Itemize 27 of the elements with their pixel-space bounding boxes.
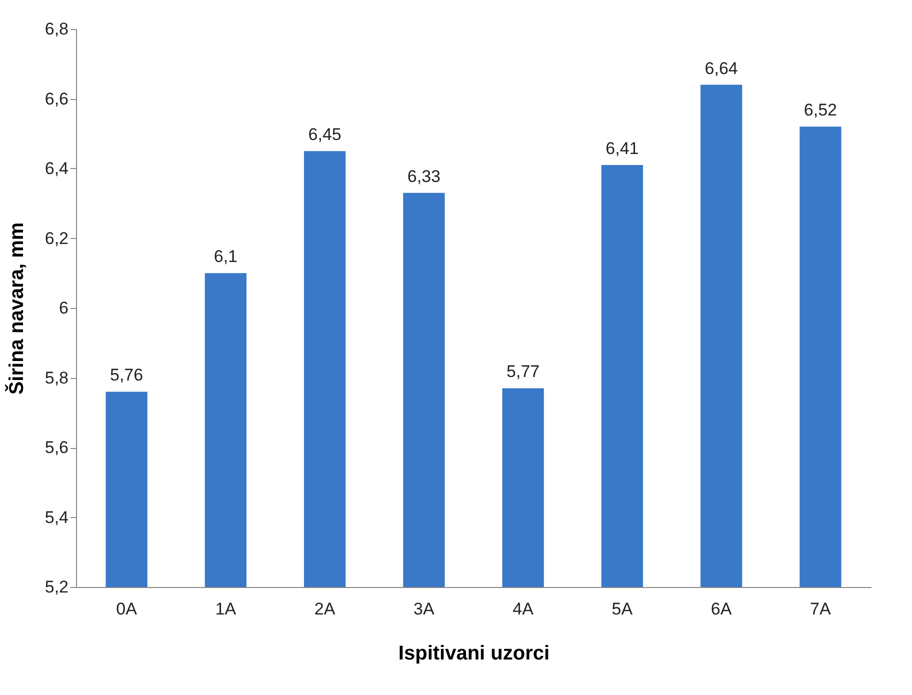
data-label: 6,33	[407, 166, 440, 186]
x-tick-label: 0A	[116, 600, 138, 618]
y-tick-label: 6,4	[44, 159, 68, 178]
y-tick-label: 5,2	[44, 578, 68, 596]
y-tick-label: 5,4	[44, 508, 68, 527]
data-label: 6,41	[606, 139, 639, 158]
y-tick-label: 6,8	[44, 20, 68, 38]
x-tick-label: 2A	[314, 600, 336, 618]
data-label: 5,76	[110, 366, 144, 385]
y-axis-title: Širina navara, mm	[4, 222, 28, 395]
data-label: 6,45	[308, 125, 342, 144]
y-tick-label: 5,6	[44, 438, 68, 457]
y-tick-label: 6,6	[44, 89, 68, 108]
data-label: 6,64	[704, 58, 738, 78]
data-label: 6,52	[804, 100, 837, 120]
data-label: 5,77	[506, 362, 540, 382]
y-tick-label: 6,2	[44, 228, 68, 248]
x-tick-label: 6A	[710, 600, 732, 618]
x-tick-label: 5A	[612, 600, 634, 618]
y-tick-label: 6	[59, 298, 68, 318]
y-tick-label: 5,8	[44, 368, 68, 388]
x-tick-label: 7A	[810, 600, 832, 618]
x-tick-label: 1A	[215, 600, 237, 618]
x-axis-title: Ispitivani uzorci	[398, 642, 550, 664]
x-tick-label: 4A	[512, 600, 534, 618]
x-tick-label: 3A	[414, 600, 435, 618]
data-label: 6,1	[214, 247, 238, 266]
